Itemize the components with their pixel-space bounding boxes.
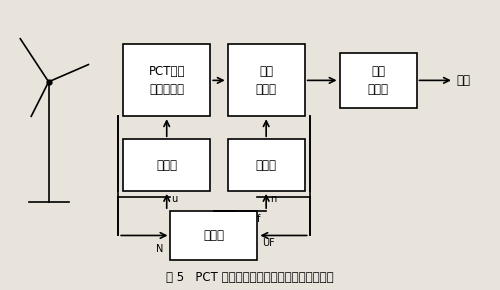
Text: 调速器: 调速器	[256, 159, 276, 172]
Text: u: u	[170, 194, 177, 204]
Text: 图 5   PCT 直驱和电机变频机机组结构系统框图: 图 5 PCT 直驱和电机变频机机组结构系统框图	[166, 271, 334, 284]
Text: 电机
变频机: 电机 变频机	[256, 65, 276, 96]
Text: 电网: 电网	[456, 74, 470, 87]
Text: UF: UF	[262, 238, 275, 248]
Text: 调压器: 调压器	[156, 159, 177, 172]
Text: 控制器: 控制器	[204, 229, 225, 242]
Bar	[228, 44, 304, 116]
Bar	[123, 44, 210, 116]
Text: 升压
变压器: 升压 变压器	[368, 65, 388, 96]
Text: n: n	[270, 194, 276, 204]
Bar	[123, 139, 210, 191]
Bar	[170, 211, 258, 260]
Text: N: N	[156, 244, 163, 254]
Text: f: f	[257, 214, 260, 224]
Text: PCT直驱
风力发电机: PCT直驱 风力发电机	[148, 65, 185, 96]
Bar	[228, 139, 304, 191]
Bar	[340, 53, 416, 108]
